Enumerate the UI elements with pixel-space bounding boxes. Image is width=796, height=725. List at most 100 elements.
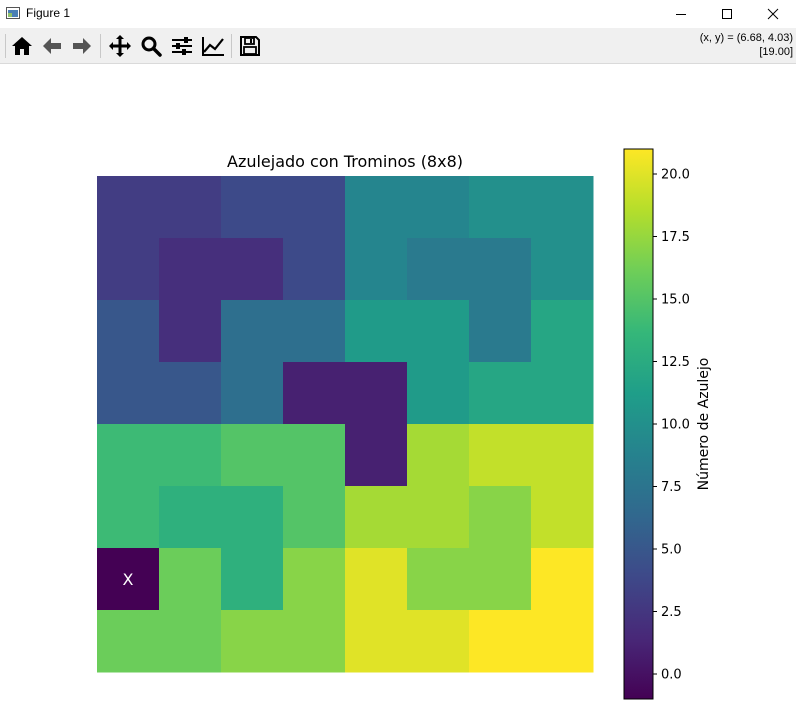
coords-xy: (x, y) = (6.68, 4.03)	[699, 32, 793, 44]
heatmap-cell	[407, 300, 470, 363]
subplots-button[interactable]	[169, 33, 195, 59]
heatmap-cell	[97, 548, 160, 611]
heatmap-cell	[407, 238, 470, 301]
heatmap-cell	[97, 424, 160, 487]
zoom-button[interactable]	[138, 33, 164, 59]
coords-value: [19.00]	[759, 46, 793, 58]
heatmap-cell	[159, 300, 222, 363]
heatmap-cell	[159, 238, 222, 301]
missing-cell-marker-layer: X	[123, 570, 134, 589]
heatmap	[97, 176, 594, 673]
heatmap-cell	[531, 424, 594, 487]
colorbar-tick-label: 7.5	[661, 480, 682, 495]
heatmap-cell	[531, 486, 594, 549]
heatmap-cell	[97, 610, 160, 673]
heatmap-cell	[97, 300, 160, 363]
home-icon	[12, 37, 32, 55]
colorbar-bar	[623, 148, 654, 700]
heatmap-cell	[345, 300, 408, 363]
heatmap-cell	[221, 486, 284, 549]
heatmap-cell	[221, 362, 284, 425]
heatmap-cell	[531, 610, 594, 673]
colorbar-tick-label: 15.0	[661, 293, 690, 308]
heatmap-cell	[221, 548, 284, 611]
chart-title: Azulejado con Trominos (8x8)	[227, 152, 463, 171]
heatmap-cell	[345, 548, 408, 611]
back-button[interactable]	[39, 33, 65, 59]
home-button[interactable]	[9, 33, 35, 59]
colorbar-tick-label: 17.5	[661, 230, 690, 245]
heatmap-cell	[97, 486, 160, 549]
heatmap-cell	[221, 300, 284, 363]
heatmap-cell	[531, 548, 594, 611]
heatmap-cell	[159, 548, 222, 611]
heatmap-cell	[345, 610, 408, 673]
minimize-icon	[676, 14, 686, 15]
arrow-right-icon	[73, 38, 91, 54]
forward-button[interactable]	[69, 33, 95, 59]
colorbar-tick-label: 5.0	[661, 543, 682, 558]
heatmap-cell	[97, 238, 160, 301]
heatmap-cell	[407, 548, 470, 611]
heatmap-cell	[345, 486, 408, 549]
heatmap-cell	[221, 610, 284, 673]
toolbar-separator	[231, 34, 232, 58]
colorbar-tick-label: 20.0	[661, 168, 690, 183]
heatmap-cell	[283, 362, 346, 425]
heatmap-cell	[407, 362, 470, 425]
save-button[interactable]	[237, 33, 263, 59]
close-button[interactable]	[750, 0, 796, 28]
minimize-button[interactable]	[658, 0, 704, 28]
heatmap-cell	[159, 424, 222, 487]
maximize-button[interactable]	[704, 0, 750, 28]
heatmap-cell	[345, 176, 408, 239]
heatmap-cell	[469, 176, 532, 239]
arrow-left-icon	[43, 38, 61, 54]
heatmap-cell	[407, 176, 470, 239]
heatmap-cell	[345, 362, 408, 425]
heatmap-cell	[283, 300, 346, 363]
cursor-coordinates: (x, y) = (6.68, 4.03) [19.00]	[700, 31, 793, 59]
floppy-disk-icon	[240, 36, 260, 56]
toolbar-separator	[100, 34, 101, 58]
heatmap-cell	[469, 548, 532, 611]
edit-axes-button[interactable]	[200, 33, 226, 59]
heatmap-cell	[283, 610, 346, 673]
toolbar-grip	[5, 34, 6, 58]
heatmap-cell	[159, 486, 222, 549]
heatmap-cell	[407, 486, 470, 549]
colorbar: 0.0 2.5 5.0 7.5 10.0 12.5 15.0 17.5 20.0 Número …	[623, 148, 712, 700]
heatmap-cell	[159, 610, 222, 673]
heatmap-cell	[283, 486, 346, 549]
heatmap-cell	[97, 176, 160, 239]
heatmap-cell	[407, 610, 470, 673]
colorbar-label: Número de Azulejo	[696, 358, 712, 491]
heatmap-cell	[531, 238, 594, 301]
heatmap-cell	[283, 548, 346, 611]
window-title: Figure 1	[26, 6, 71, 20]
navigation-toolbar: (x, y) = (6.68, 4.03) [19.00]	[0, 28, 796, 64]
heatmap-cell	[469, 362, 532, 425]
colorbar-tick-label: 0.0	[661, 668, 682, 683]
heatmap-cell	[221, 238, 284, 301]
figure-canvas[interactable]: Azulejado con Trominos (8x8) X 0.0 2.5 5.0…	[0, 64, 796, 725]
app-icon	[6, 7, 20, 19]
sliders-icon	[172, 37, 192, 55]
heatmap-cell	[283, 238, 346, 301]
colorbar-tick-label: 12.5	[661, 355, 690, 370]
heatmap-cell	[221, 424, 284, 487]
heatmap-cell	[469, 238, 532, 301]
heatmap-cell	[283, 176, 346, 239]
heatmap-cell	[97, 362, 160, 425]
colorbar-tick-label: 2.5	[661, 605, 682, 620]
colorbar-tick-label: 10.0	[661, 418, 690, 433]
line-chart-icon	[202, 37, 224, 56]
missing-cell-marker: X	[123, 570, 134, 589]
heatmap-cell	[531, 362, 594, 425]
heatmap-cell	[159, 362, 222, 425]
window-titlebar: Figure 1	[0, 0, 796, 28]
heatmap-cell	[283, 424, 346, 487]
heatmap-cell	[345, 238, 408, 301]
pan-button[interactable]	[107, 33, 133, 59]
heatmap-cell	[407, 424, 470, 487]
